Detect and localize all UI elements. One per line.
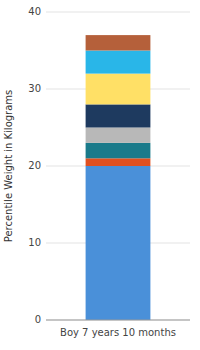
y-tick-label: 40: [28, 6, 41, 17]
bar-segment: [86, 128, 151, 143]
chart-container: 0 10 20 30 40 Boy 7 years 10 months Percentile…: [0, 0, 200, 350]
bar-segment: [86, 166, 151, 320]
y-tick-label: 30: [28, 83, 41, 94]
y-tick-label: 20: [28, 160, 41, 171]
bars: [86, 35, 151, 320]
y-ticks: 0 10 20 30 40: [28, 6, 41, 325]
x-axis-line: [46, 320, 190, 321]
bar-segment: [86, 104, 151, 127]
y-tick-label: 0: [35, 314, 41, 325]
bar-segment: [86, 143, 151, 158]
chart-svg: 0 10 20 30 40 Boy 7 years 10 months Percentile…: [0, 0, 200, 350]
bar-segment: [86, 35, 151, 50]
x-tick-label: Boy 7 years 10 months: [60, 327, 176, 338]
grid-line: [46, 320, 190, 321]
bar-segment: [86, 158, 151, 166]
x-ticks: Boy 7 years 10 months: [60, 327, 176, 338]
bar-segment: [86, 51, 151, 74]
y-axis-label: Percentile Weight in Kilograms: [3, 90, 14, 243]
y-tick-label: 10: [28, 237, 41, 248]
grid: [46, 12, 190, 320]
grid-line: [46, 12, 190, 13]
bar-segment: [86, 74, 151, 105]
